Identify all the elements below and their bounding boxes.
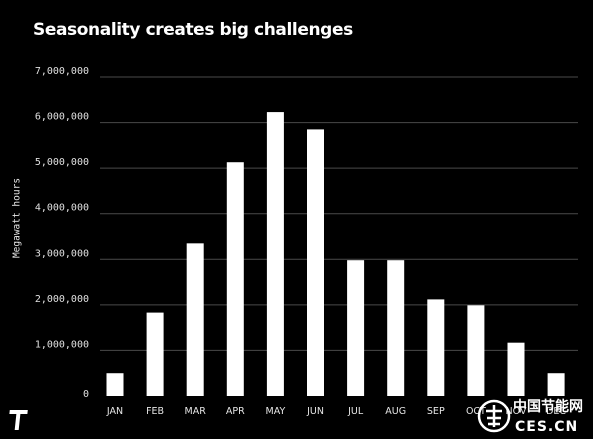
bar-aug bbox=[387, 260, 405, 396]
x-tick-label: NOV bbox=[506, 406, 527, 417]
ces-watermark-icon: 中国节能网 CES.CN bbox=[477, 398, 583, 435]
y-tick-label: 4,000,000 bbox=[35, 203, 89, 214]
x-tick-label: APR bbox=[226, 406, 245, 417]
bar-nov bbox=[507, 342, 525, 396]
x-tick-label: JAN bbox=[106, 406, 123, 417]
x-tick-label: JUN bbox=[306, 406, 324, 417]
t-logo-icon bbox=[9, 410, 28, 430]
y-tick-label: 5,000,000 bbox=[35, 157, 89, 168]
bar-oct bbox=[467, 305, 485, 396]
bar-dec bbox=[547, 373, 565, 396]
bar-mar bbox=[186, 243, 204, 396]
bar-may bbox=[266, 112, 284, 396]
y-tick-label: 1,000,000 bbox=[35, 339, 89, 350]
x-tick-label: AUG bbox=[385, 406, 406, 417]
y-tick-label: 7,000,000 bbox=[35, 66, 89, 77]
y-tick-label: 6,000,000 bbox=[35, 112, 89, 123]
x-tick-label: MAY bbox=[266, 406, 286, 417]
gridlines bbox=[100, 76, 578, 351]
x-tick-labels: JAN FEB MAR APR MAY JUN JUL AUG SEP OCT NOV DEC bbox=[106, 406, 567, 417]
x-tick-label: MAR bbox=[185, 406, 207, 417]
y-tick-labels: 0 1,000,000 2,000,000 3,000,000 4,000,000 5,0… bbox=[35, 66, 89, 400]
x-tick-label: OCT bbox=[466, 406, 486, 417]
watermark-text: 中国节能网 bbox=[513, 398, 583, 415]
x-tick-label: JUL bbox=[347, 406, 364, 417]
y-tick-label: 0 bbox=[83, 389, 89, 400]
bars bbox=[106, 112, 565, 396]
x-tick-label: SEP bbox=[427, 406, 445, 417]
bar-apr bbox=[226, 162, 244, 396]
bar-sep bbox=[427, 299, 445, 396]
x-tick-label: DEC bbox=[546, 406, 566, 417]
x-tick-label: FEB bbox=[146, 406, 164, 417]
watermark-subtext: CES.CN bbox=[515, 419, 578, 435]
bar-feb bbox=[146, 312, 164, 396]
bar-jun bbox=[307, 129, 324, 396]
bar-jan bbox=[106, 373, 124, 396]
y-tick-label: 3,000,000 bbox=[35, 248, 89, 259]
bar-jul bbox=[347, 260, 365, 396]
chart-title: Seasonality creates big challenges bbox=[33, 20, 353, 40]
y-tick-label: 2,000,000 bbox=[35, 294, 89, 305]
